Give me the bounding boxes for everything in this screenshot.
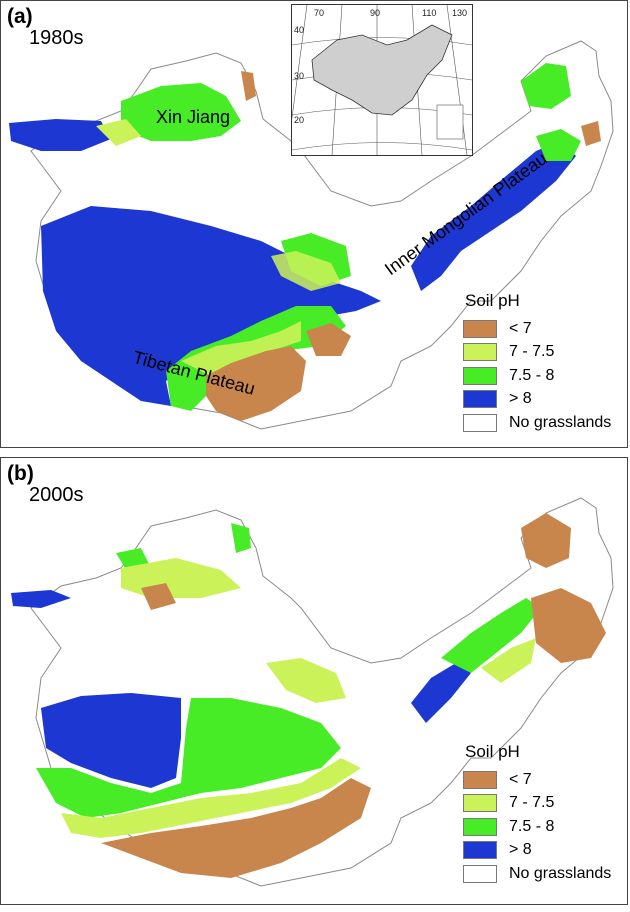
region-gt8-tibet [41, 206, 381, 406]
china-grassland-map-2000s [11, 497, 614, 887]
legend-item: 7 - 7.5 [463, 341, 628, 365]
region-75-8-mongolia-north [536, 129, 581, 161]
inset-tick-lon130: 130 [452, 8, 468, 18]
inset-tick-lat40: 40 [294, 25, 305, 35]
region-75-8-xinjiang [121, 83, 241, 141]
inset-tick-lon70: 70 [314, 8, 325, 18]
region-75-8-tibet [36, 698, 341, 818]
legend-title: Soil pH [465, 291, 520, 310]
legend-swatch [463, 841, 497, 860]
region-75-8-altai [231, 523, 251, 553]
region-75-8-northeast [521, 63, 571, 109]
legend-item: < 7 [463, 768, 628, 792]
region-7-75-rim [181, 321, 301, 376]
legend-label: No grasslands [509, 413, 612, 431]
legend-label: 7.5 - 8 [509, 817, 555, 835]
legend-swatch [463, 413, 497, 432]
inset-tick-lon110: 110 [422, 8, 437, 18]
legend-swatch [463, 343, 497, 362]
legend-swatch [463, 817, 497, 836]
legend-label: 7 - 7.5 [509, 343, 555, 361]
legend: Soil pH < 7 7 - 7.5 7.5 - 8 > 8 No grass… [463, 291, 628, 435]
legend-label: < 7 [509, 770, 532, 788]
region-gt8-tibet [41, 693, 181, 788]
legend-title: Soil pH [465, 742, 520, 761]
legend-label: No grasslands [509, 864, 612, 882]
region-7-75-band [61, 758, 361, 838]
legend-item: 7.5 - 8 [463, 364, 628, 388]
legend-swatch [463, 366, 497, 385]
legend-swatch [463, 794, 497, 813]
inset-map-graphic [292, 5, 472, 155]
region-gt8-mongolia [411, 141, 576, 291]
region-lt7-east [531, 588, 606, 663]
period-label: 1980s [29, 27, 84, 49]
region-75-8-mongolia [441, 598, 541, 673]
region-lt7-northeast [581, 121, 601, 146]
region-lt7-southeast-tibet [206, 346, 306, 421]
legend-swatch [463, 319, 497, 338]
region-gt8-mongolia [411, 663, 471, 723]
region-gt8-xinjiang [9, 119, 111, 151]
panel-1980s: (a) 1980s Xin Jiang Tibetan Plateau Inne… [0, 0, 628, 448]
legend-label: 7 - 7.5 [509, 794, 555, 812]
legend-label: < 7 [509, 319, 532, 337]
region-lt7-southeast [101, 778, 371, 878]
legend-swatch [463, 864, 497, 883]
legend-item: No grasslands [463, 411, 628, 435]
period-label: 2000s [29, 484, 84, 506]
legend-label: > 8 [509, 841, 532, 859]
inset-tick-lat20: 20 [294, 115, 305, 125]
region-lt7-northeast [521, 513, 571, 568]
panel-2000s: (b) 2000s Soil pH < 7 7 - 7.5 7.5 - 8 > … [0, 457, 628, 905]
inset-tick-lon90: 90 [370, 8, 381, 18]
legend: Soil pH < 7 7 - 7.5 7.5 - 8 > 8 No grass… [463, 742, 628, 886]
region-7-75-xinjiang [96, 119, 141, 146]
inset-china-shape [311, 24, 453, 116]
legend-label: 7.5 - 8 [509, 366, 555, 384]
legend-item: 7.5 - 8 [463, 815, 628, 839]
china-grassland-map-1980s [9, 40, 614, 430]
legend-swatch [463, 770, 497, 789]
region-label-xinjiang: Xin Jiang [156, 107, 231, 127]
inset-tick-lat30: 30 [294, 71, 305, 81]
region-7-75-qilian [266, 658, 346, 703]
region-7-75-qilian [271, 251, 341, 291]
region-lt7-xinjiang [141, 583, 176, 610]
legend-item: No grasslands [463, 862, 628, 886]
panel-letter: (b) [7, 462, 34, 485]
legend-item: > 8 [463, 839, 628, 863]
region-7-75-mongolia [481, 638, 536, 683]
panel-letter: (a) [7, 5, 33, 28]
region-lt7-altai [241, 71, 256, 101]
legend-label: > 8 [509, 390, 532, 408]
region-lt7-sichuan [306, 323, 351, 356]
legend-item: 7 - 7.5 [463, 792, 628, 816]
legend-item: > 8 [463, 388, 628, 412]
legend-item: < 7 [463, 317, 628, 341]
inset-location-map: 70 90 110 130 40 30 20 [291, 4, 473, 156]
region-gt8-xinjiang [11, 590, 71, 608]
legend-swatch [463, 390, 497, 409]
